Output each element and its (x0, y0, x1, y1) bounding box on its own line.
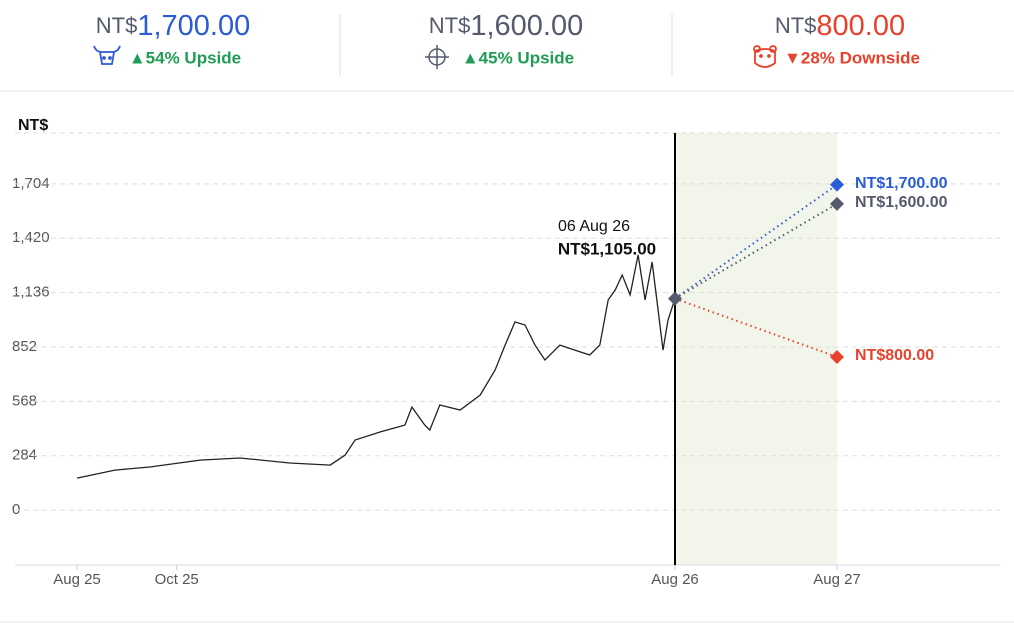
target-marker (830, 349, 844, 364)
price: 800.00 (816, 10, 905, 42)
change-note: ▲45% Upside (462, 48, 574, 67)
y-tick-label: 1,136 (12, 284, 50, 301)
change-note: ▼28% Downside (784, 48, 920, 67)
currency: NT$ (96, 13, 138, 38)
last-price-marker (668, 291, 682, 306)
target-marker (830, 177, 844, 192)
price: 1,700.00 (137, 10, 250, 42)
bull-icon (93, 45, 121, 65)
target-price: NT$1,600.00 (429, 10, 583, 42)
x-tick-label: Aug 26 (651, 571, 699, 588)
price: 1,600.00 (470, 10, 583, 42)
target-line (674, 202, 838, 300)
target-label: NT$1,600.00 (855, 194, 948, 211)
target-line (674, 297, 838, 358)
target-label: NT$800.00 (855, 347, 934, 364)
currency: NT$ (775, 13, 817, 38)
y-tick-label: 0 (12, 501, 20, 518)
bear-icon (753, 45, 777, 68)
y-tick-label: 1,420 (12, 229, 50, 246)
y-tick-label: 284 (12, 447, 37, 464)
target-label: NT$1,700.00 (855, 175, 948, 192)
annotation-price: NT$1,105.00 (558, 239, 656, 258)
x-tick-label: Aug 25 (53, 571, 101, 588)
y-axis-label: NT$ (18, 117, 48, 134)
currency: NT$ (429, 13, 471, 38)
y-tick-label: 568 (12, 392, 37, 409)
target-icon (425, 45, 449, 69)
forecast-region (675, 133, 837, 565)
x-tick-label: Oct 25 (155, 571, 199, 588)
target-price: NT$1,700.00 (96, 10, 250, 42)
y-tick-label: 1,704 (12, 175, 50, 192)
x-tick-label: Aug 27 (813, 571, 861, 588)
target-line (674, 183, 838, 300)
y-tick-label: 852 (12, 338, 37, 355)
price-line (76, 254, 676, 479)
change-note: ▲54% Upside (129, 48, 241, 67)
target-price: NT$800.00 (775, 10, 905, 42)
target-marker (830, 196, 844, 211)
header (0, 14, 1014, 92)
annotation-date: 06 Aug 26 (558, 218, 630, 235)
